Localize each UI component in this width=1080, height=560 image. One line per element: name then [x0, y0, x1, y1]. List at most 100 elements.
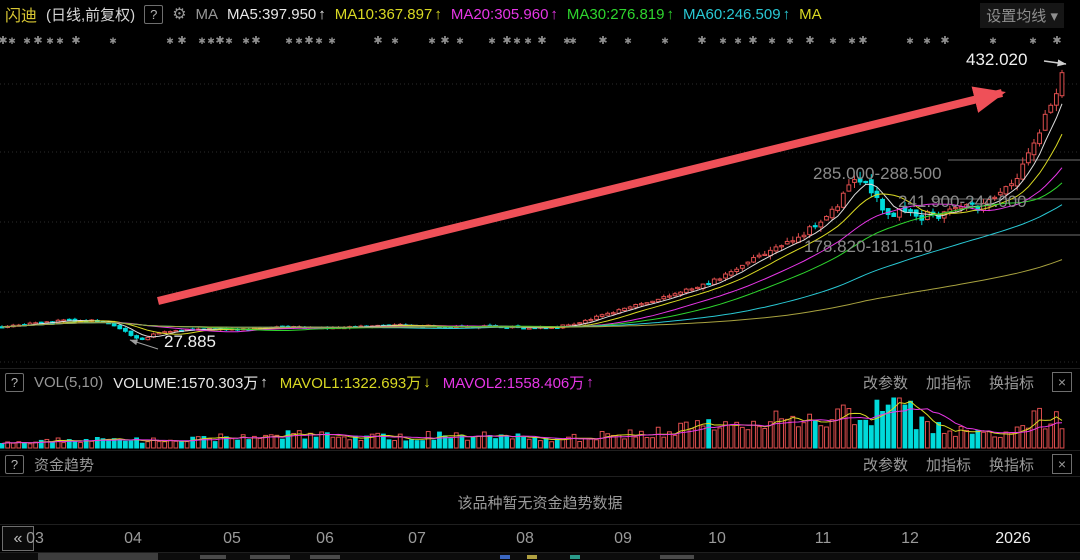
- volume-bars: [0, 397, 1065, 449]
- legend-item: MAVOL1:1322.693万 ↓: [280, 372, 431, 393]
- axis-tick-07: 07: [408, 530, 426, 547]
- action-button-换指标[interactable]: 换指标: [988, 456, 1034, 474]
- close-icon[interactable]: ×: [1052, 454, 1072, 474]
- help-icon[interactable]: ?: [5, 372, 24, 392]
- svg-text:✱: ✱: [215, 35, 224, 47]
- axis-tick-09: 09: [614, 530, 632, 547]
- svg-text:✱: ✱: [624, 36, 632, 46]
- fund-trend-title: 资金趋势: [34, 456, 95, 474]
- resistance-zone-label-2: 241.900-244.000: [898, 192, 1027, 211]
- legend-item: MA5:397.950 ↑: [227, 6, 326, 23]
- svg-text:✱: ✱: [33, 35, 42, 47]
- legend-value: MA30:276.819: [566, 5, 665, 23]
- legend-item: MA20:305.960 ↑: [451, 6, 558, 23]
- svg-text:✱: ✱: [295, 36, 303, 46]
- divider: [0, 524, 1080, 525]
- low-price-arrow-icon: [129, 339, 159, 350]
- zone-lines: [828, 159, 1080, 236]
- svg-text:✱: ✱: [456, 36, 464, 46]
- svg-text:✱: ✱: [786, 36, 794, 46]
- svg-text:✱: ✱: [923, 36, 931, 46]
- vol-indicator-label: VOL(5,10): [34, 373, 104, 391]
- legend-value: MAVOL1:1322.693万: [279, 374, 422, 392]
- svg-text:✱: ✱: [71, 35, 80, 47]
- bottom-toolbar-strip: [0, 553, 1080, 560]
- event-markers: ✱ ✱ ✱ ✱ ✱ ✱ ✱ ✱ ✱ ✱ ✱ ✱ ✱ ✱ ✱ ✱ ✱ ✱ ✱ ✱ ✱ ✱ ✱ ✱ ✱ ✱ ✱ ✱ ✱ ✱ ✱ ✱✱ ✱ ✱ ✱ ✱ ✱ ✱ ✱…: [0, 35, 1062, 47]
- volume-actions: 改参数 加指标 换指标 ×: [863, 372, 1080, 393]
- axis-tick-04: 04: [124, 530, 142, 547]
- svg-text:✱: ✱: [940, 35, 949, 47]
- svg-text:✱: ✱: [805, 35, 814, 47]
- volume-legend: VOLUME:1570.303万 ↑ MAVOL1:1322.693万 ↓ MAVOL2…: [113, 372, 594, 393]
- gear-icon[interactable]: ⚙: [172, 6, 187, 23]
- bottom-strip-fragment: [500, 555, 510, 559]
- divider: [0, 368, 1080, 369]
- svg-text:✱: ✱: [1052, 35, 1061, 47]
- up-arrow-icon: ↑: [586, 373, 594, 391]
- svg-text:✱: ✱: [23, 36, 31, 46]
- bottom-strip-fragment: [200, 555, 226, 559]
- ma-group-label: MA: [195, 5, 219, 23]
- svg-text:✱: ✱: [315, 36, 323, 46]
- legend-item: MA30:276.819 ↑: [567, 6, 674, 23]
- svg-text:✱: ✱: [8, 36, 16, 46]
- svg-text:✱: ✱: [304, 35, 313, 47]
- action-button-加指标[interactable]: 加指标: [925, 456, 971, 474]
- trend-arrow: [157, 86, 1006, 305]
- legend-value: MA60:246.509: [683, 5, 781, 23]
- stock-name: 闪迪: [5, 8, 38, 25]
- bottom-strip-fragment: [660, 555, 694, 559]
- svg-text:✱: ✱: [906, 36, 914, 46]
- svg-text:✱: ✱: [488, 36, 496, 46]
- ma-legend: MA5:397.950 ↑ MA10:367.897 ↑ MA20:305.960 ↑ MA…: [227, 6, 822, 23]
- svg-text:✱: ✱: [569, 36, 577, 46]
- axis-tick-03: 03: [26, 530, 44, 547]
- legend-item: MA: [799, 6, 822, 23]
- ma-settings-button[interactable]: 设置均线 ▾: [980, 3, 1064, 28]
- svg-text:✱: ✱: [242, 36, 250, 46]
- axis-tick-10: 10: [708, 530, 726, 547]
- up-arrow-icon: ↑: [318, 5, 326, 23]
- svg-text:✱: ✱: [1029, 36, 1037, 46]
- svg-text:✱: ✱: [166, 36, 174, 46]
- action-button-改参数[interactable]: 改参数: [862, 456, 908, 474]
- up-arrow-icon: ↑: [550, 5, 558, 23]
- svg-text:✱: ✱: [661, 36, 669, 46]
- legend-value: MA10:367.897: [334, 5, 433, 23]
- svg-text:✱: ✱: [0, 35, 8, 47]
- svg-text:✱: ✱: [598, 35, 607, 47]
- bottom-strip-fragment: [527, 555, 537, 559]
- divider: [0, 476, 1080, 477]
- up-arrow-icon: ↑: [666, 5, 675, 23]
- legend-item: MAVOL2:1558.406万 ↑: [443, 372, 594, 393]
- axis-tick-05: 05: [223, 530, 241, 547]
- action-button-加指标[interactable]: 加指标: [925, 374, 971, 392]
- svg-text:✱: ✱: [829, 36, 837, 46]
- axis-tick-06: 06: [316, 530, 334, 547]
- bottom-strip-fragment: [310, 555, 340, 559]
- axis-tick-2026: 2026: [995, 530, 1031, 547]
- svg-text:✱: ✱: [858, 35, 867, 47]
- svg-text:✱: ✱: [502, 35, 511, 47]
- up-arrow-icon: ↑: [260, 373, 268, 391]
- svg-text:✱: ✱: [198, 36, 206, 46]
- time-axis: « 03 04 05 06 07 08 09 10 11 12 2026: [0, 524, 1080, 552]
- help-icon[interactable]: ?: [5, 454, 24, 474]
- last-price-label: 432.020: [966, 50, 1028, 69]
- action-button-改参数[interactable]: 改参数: [862, 374, 908, 392]
- bottom-tab-partial[interactable]: [38, 553, 158, 560]
- grid-lines: [0, 83, 1080, 363]
- collapse-icon[interactable]: «: [2, 526, 34, 551]
- fund-actions: 改参数 加指标 换指标 ×: [863, 454, 1080, 475]
- svg-text:✱: ✱: [513, 36, 521, 46]
- svg-text:✱: ✱: [56, 36, 64, 46]
- svg-text:✱: ✱: [563, 36, 571, 46]
- action-button-换指标[interactable]: 换指标: [988, 374, 1034, 392]
- resistance-zone-label-3: 178.820-181.510: [804, 237, 933, 256]
- close-icon[interactable]: ×: [1052, 372, 1072, 392]
- help-icon[interactable]: ?: [144, 4, 164, 24]
- axis-tick-12: 12: [901, 530, 919, 547]
- svg-text:✱: ✱: [109, 36, 117, 46]
